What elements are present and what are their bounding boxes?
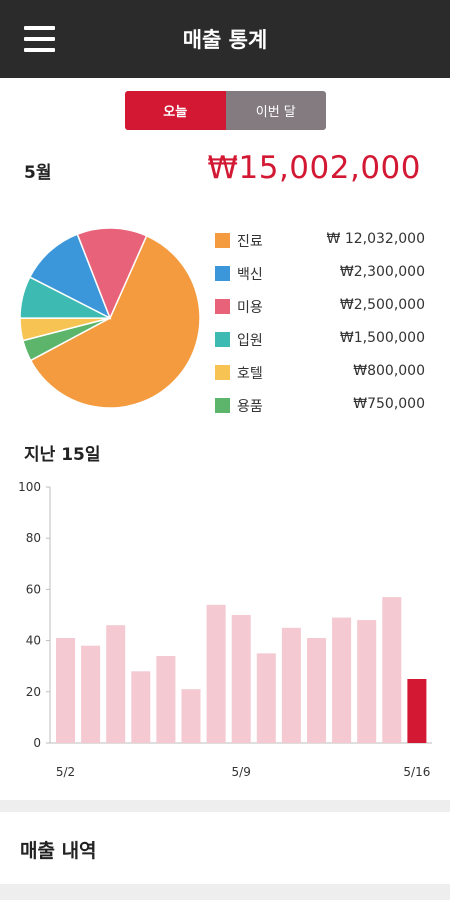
bar-5/5 xyxy=(131,671,151,743)
legend-swatch xyxy=(215,332,230,347)
pie-slice-2 xyxy=(76,227,148,320)
legend-label: 미용 xyxy=(237,300,263,316)
legend-swatch xyxy=(215,365,230,380)
legend-item: 호텔 ₩800,000 xyxy=(215,360,425,393)
pie-slice-0 xyxy=(29,234,201,409)
bar-5/11 xyxy=(281,627,301,743)
bar-5/13 xyxy=(332,617,352,743)
legend-value: ₩ 12,032,000 xyxy=(326,231,425,247)
bar-5/2 xyxy=(56,638,75,743)
bar-chart-title: 지난 15일 xyxy=(24,445,101,465)
legend-item: 미용 ₩2,500,000 xyxy=(215,294,425,327)
bar-5/3 xyxy=(81,645,101,743)
legend-label: 백신 xyxy=(237,267,263,283)
bar-5/16 xyxy=(407,679,427,743)
x-tick-label: 5/16 xyxy=(403,765,430,779)
bar-5/7 xyxy=(181,689,201,743)
app-bar: 매출 통계 xyxy=(0,0,450,78)
legend-label: 용품 xyxy=(237,399,263,415)
legend-label: 호텔 xyxy=(237,366,263,382)
pie-slice-1 xyxy=(28,233,112,320)
period-toggle: 오늘 이번 달 xyxy=(125,91,326,130)
y-tick-label: 60 xyxy=(26,582,41,596)
legend-label: 진료 xyxy=(237,234,263,250)
legend-swatch xyxy=(215,299,230,314)
legend-value: ₩1,500,000 xyxy=(339,330,425,346)
bar-5/8 xyxy=(206,604,226,743)
legend-value: ₩750,000 xyxy=(353,396,425,412)
legend-swatch xyxy=(215,233,230,248)
bar-5/14 xyxy=(357,620,377,743)
legend-item: 입원 ₩1,500,000 xyxy=(215,327,425,360)
bar-5/10 xyxy=(256,653,276,743)
page-title: 매출 통계 xyxy=(182,28,268,52)
legend-label: 입원 xyxy=(237,333,263,349)
y-tick-label: 0 xyxy=(33,736,41,750)
y-tick-label: 100 xyxy=(18,480,41,494)
bar-5/12 xyxy=(307,638,326,743)
bar-5/4 xyxy=(106,625,126,743)
legend-value: ₩2,300,000 xyxy=(339,264,425,280)
month-label: 5월 xyxy=(24,163,52,183)
total-revenue: ₩15,002,000 xyxy=(207,150,421,186)
bar-5/9 xyxy=(231,615,251,743)
x-tick-label: 5/9 xyxy=(232,765,251,779)
tab-today[interactable]: 오늘 xyxy=(125,91,226,130)
pie-legend: 진료 ₩ 12,032,000 백신 ₩2,300,000 미용 ₩2,500,000 입원… xyxy=(215,228,425,426)
revenue-pie-chart xyxy=(19,227,201,409)
legend-value: ₩800,000 xyxy=(353,363,425,379)
legend-item: 용품 ₩750,000 xyxy=(215,393,425,426)
legend-value: ₩2,500,000 xyxy=(339,297,425,313)
legend-swatch xyxy=(215,398,230,413)
legend-item: 백신 ₩2,300,000 xyxy=(215,261,425,294)
section-divider xyxy=(0,800,450,812)
y-tick-label: 40 xyxy=(26,634,41,648)
legend-item: 진료 ₩ 12,032,000 xyxy=(215,228,425,261)
y-tick-label: 20 xyxy=(26,685,41,699)
bar-5/15 xyxy=(382,597,402,743)
y-tick-label: 80 xyxy=(26,531,41,545)
x-tick-label: 5/2 xyxy=(56,765,75,779)
sales-history-title[interactable]: 매출 내역 xyxy=(20,840,97,862)
daily-revenue-bar-chart: 0 20 40 60 80 100 5/2 5/9 5/16 xyxy=(18,480,432,779)
hamburger-menu-icon[interactable] xyxy=(24,26,56,52)
section-divider-bottom xyxy=(0,884,450,900)
tab-this-month[interactable]: 이번 달 xyxy=(225,91,326,130)
legend-swatch xyxy=(215,266,230,281)
bar-5/6 xyxy=(156,656,176,743)
